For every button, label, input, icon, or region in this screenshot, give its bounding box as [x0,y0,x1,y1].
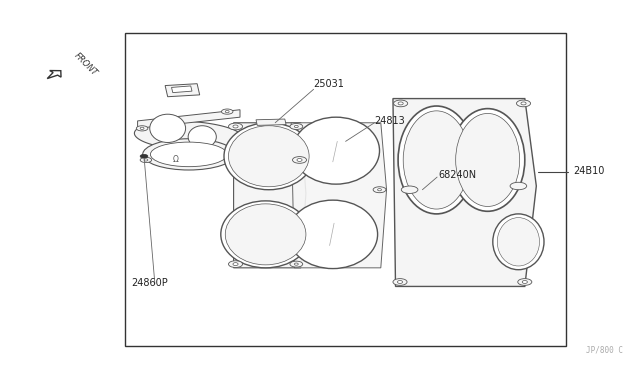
Ellipse shape [144,159,148,161]
Text: 24B10: 24B10 [573,166,604,176]
Ellipse shape [397,280,403,283]
Ellipse shape [140,154,148,158]
Ellipse shape [221,109,233,114]
Ellipse shape [136,126,148,131]
Text: $\Omega$: $\Omega$ [172,153,179,164]
Ellipse shape [188,126,216,148]
Ellipse shape [292,157,307,163]
Ellipse shape [221,201,310,268]
Ellipse shape [394,100,408,107]
Ellipse shape [225,110,229,113]
Ellipse shape [378,189,381,191]
Ellipse shape [456,113,520,206]
Polygon shape [134,121,243,150]
Ellipse shape [290,124,303,129]
Ellipse shape [493,214,544,270]
Ellipse shape [398,102,403,105]
Ellipse shape [297,158,302,161]
Ellipse shape [140,127,144,129]
Text: FRONT: FRONT [72,51,99,77]
Ellipse shape [516,100,531,107]
Ellipse shape [228,123,243,130]
Ellipse shape [451,109,525,211]
Ellipse shape [150,114,186,142]
Text: 24860P: 24860P [131,278,168,288]
Ellipse shape [225,204,306,265]
Ellipse shape [393,279,407,285]
Ellipse shape [510,182,527,190]
Ellipse shape [140,157,152,163]
Ellipse shape [292,117,380,184]
Text: 25031: 25031 [314,79,344,89]
Ellipse shape [497,218,540,266]
Polygon shape [165,84,200,97]
Ellipse shape [294,125,298,128]
Ellipse shape [521,102,526,105]
Polygon shape [47,71,61,78]
Ellipse shape [224,123,314,190]
Polygon shape [138,110,240,128]
Text: JP/800 C: JP/800 C [586,345,623,354]
Polygon shape [291,123,387,268]
Ellipse shape [233,263,238,266]
Ellipse shape [518,279,532,285]
Ellipse shape [228,126,309,187]
Ellipse shape [288,200,378,269]
Ellipse shape [403,111,470,209]
Ellipse shape [233,125,238,128]
Ellipse shape [398,106,475,214]
Text: 68240N: 68240N [438,170,477,180]
Ellipse shape [228,261,243,267]
Ellipse shape [150,142,227,167]
Text: 24813: 24813 [374,116,405,126]
Ellipse shape [294,263,298,265]
Polygon shape [393,99,536,286]
Ellipse shape [522,280,527,283]
Polygon shape [256,119,286,125]
Polygon shape [172,86,192,93]
Polygon shape [234,123,306,268]
Ellipse shape [290,261,303,267]
Ellipse shape [373,187,386,193]
Ellipse shape [143,139,235,170]
Bar [125,33,566,346]
Ellipse shape [401,186,418,193]
